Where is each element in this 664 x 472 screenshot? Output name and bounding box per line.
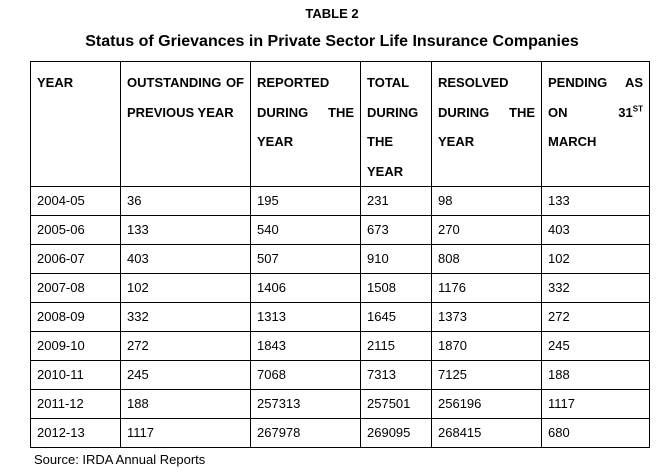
cell-outstanding: 1117 [120, 418, 251, 448]
cell-reported: 1843 [250, 331, 361, 361]
cell-pending: 680 [541, 418, 650, 448]
cell-total: 7313 [360, 360, 432, 390]
cell-total: 269095 [360, 418, 432, 448]
cell-outstanding: 188 [120, 389, 251, 419]
cell-pending: 1117 [541, 389, 650, 419]
grievances-table: YEAR OUTSTANDING OF PREVIOUS YEAR REPORT… [30, 61, 650, 448]
cell-year: 2011-12 [30, 389, 121, 419]
column-header-reported: REPORTED DURING THE YEAR [250, 61, 361, 187]
cell-year: 2010-11 [30, 360, 121, 390]
cell-total: 1645 [360, 302, 432, 332]
cell-year: 2006-07 [30, 244, 121, 274]
cell-outstanding: 245 [120, 360, 251, 390]
cell-total: 257501 [360, 389, 432, 419]
cell-resolved: 7125 [431, 360, 542, 390]
cell-outstanding: 36 [120, 186, 251, 216]
cell-pending: 403 [541, 215, 650, 245]
column-header-year: YEAR [30, 61, 121, 187]
cell-reported: 1313 [250, 302, 361, 332]
cell-reported: 267978 [250, 418, 361, 448]
cell-reported: 507 [250, 244, 361, 274]
cell-outstanding: 332 [120, 302, 251, 332]
cell-year: 2004-05 [30, 186, 121, 216]
cell-resolved: 270 [431, 215, 542, 245]
cell-resolved: 98 [431, 186, 542, 216]
cell-pending: 272 [541, 302, 650, 332]
cell-pending: 245 [541, 331, 650, 361]
cell-outstanding: 102 [120, 273, 251, 303]
cell-pending: 133 [541, 186, 650, 216]
cell-reported: 540 [250, 215, 361, 245]
column-header-resolved: RESOLVED DURING THE YEAR [431, 61, 542, 187]
cell-resolved: 808 [431, 244, 542, 274]
column-header-total: TOTAL DURING THE YEAR [360, 61, 432, 187]
cell-total: 2115 [360, 331, 432, 361]
table-body: 2004-05 36 195 231 98 133 2005-06 133 540 673 270 4… [30, 186, 650, 448]
table-row: 2012-13 1117 267978 269095 268415 680 [30, 418, 650, 448]
table-row: 2007-08 102 1406 1508 1176 332 [30, 273, 650, 303]
table-row: 2004-05 36 195 231 98 133 [30, 186, 650, 216]
cell-year: 2005-06 [30, 215, 121, 245]
cell-pending: 188 [541, 360, 650, 390]
cell-total: 1508 [360, 273, 432, 303]
cell-pending: 102 [541, 244, 650, 274]
cell-year: 2012-13 [30, 418, 121, 448]
cell-total: 673 [360, 215, 432, 245]
table-row: 2010-11 245 7068 7313 7125 188 [30, 360, 650, 390]
column-header-outstanding: OUTSTANDING OF PREVIOUS YEAR [120, 61, 251, 187]
table-row: 2005-06 133 540 673 270 403 [30, 215, 650, 245]
cell-reported: 195 [250, 186, 361, 216]
cell-outstanding: 272 [120, 331, 251, 361]
table-row: 2006-07 403 507 910 808 102 [30, 244, 650, 274]
cell-total: 910 [360, 244, 432, 274]
table-row: 2009-10 272 1843 2115 1870 245 [30, 331, 650, 361]
cell-year: 2009-10 [30, 331, 121, 361]
column-header-pending: PENDING AS ON 31ST MARCH [541, 61, 650, 187]
table-row: 2011-12 188 257313 257501 256196 1117 [30, 389, 650, 419]
cell-resolved: 1176 [431, 273, 542, 303]
cell-reported: 257313 [250, 389, 361, 419]
table-title: Status of Grievances in Private Sector L… [85, 33, 579, 50]
cell-total: 231 [360, 186, 432, 216]
cell-resolved: 1870 [431, 331, 542, 361]
cell-resolved: 256196 [431, 389, 542, 419]
cell-outstanding: 133 [120, 215, 251, 245]
cell-resolved: 268415 [431, 418, 542, 448]
table-row: 2008-09 332 1313 1645 1373 272 [30, 302, 650, 332]
source-note: Source: IRDA Annual Reports [34, 452, 206, 467]
table-label: TABLE 2 [305, 6, 359, 21]
cell-outstanding: 403 [120, 244, 251, 274]
cell-reported: 1406 [250, 273, 361, 303]
cell-year: 2007-08 [30, 273, 121, 303]
cell-pending: 332 [541, 273, 650, 303]
cell-year: 2008-09 [30, 302, 121, 332]
table-header-row: YEAR OUTSTANDING OF PREVIOUS YEAR REPORT… [30, 61, 650, 187]
cell-resolved: 1373 [431, 302, 542, 332]
cell-reported: 7068 [250, 360, 361, 390]
